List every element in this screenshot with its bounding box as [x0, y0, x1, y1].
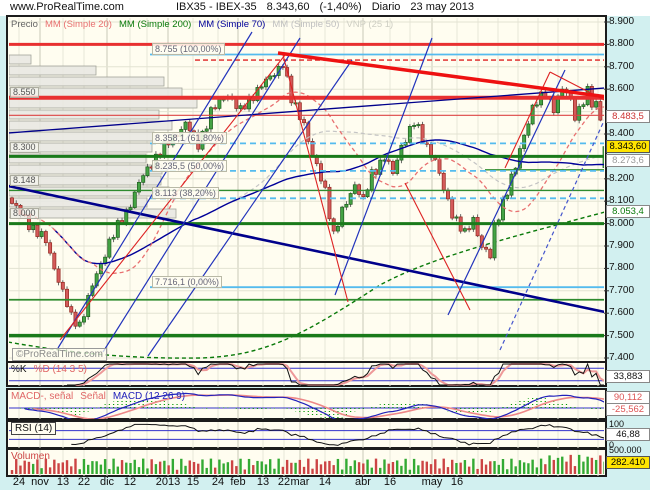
site-url: www.ProRealTime.com: [10, 1, 124, 13]
last-price-box: 8.343,60: [606, 140, 650, 153]
ma200-value-box: 8.053,4: [606, 205, 650, 218]
time-tick-label: 22: [277, 476, 291, 488]
price-tick-label: 8.700: [609, 60, 635, 72]
time-tick-label: may: [421, 476, 443, 488]
price-tick-label: 8.400: [609, 128, 635, 139]
chart-title: IBX35 - IBEX-35 8.343,60 (-1,40%) Diario 23 …: [0, 1, 650, 13]
timeframe: Diario: [371, 1, 401, 13]
title-bar: www.ProRealTime.com IBX35 - IBEX-35 8.343…: [0, 0, 650, 16]
time-tick-label: nov: [31, 476, 49, 488]
ma20-value-box: 8.483,5: [606, 110, 650, 123]
time-tick-label: 16: [383, 476, 397, 488]
macd-panel[interactable]: [6, 388, 607, 420]
rsi-panel[interactable]: [6, 420, 607, 449]
stochastic-panel[interactable]: [6, 361, 607, 387]
rsi-value-box: 46,88: [606, 428, 650, 441]
price-tick-label: 7.700: [609, 284, 635, 296]
stochastic-value-box: 33,883: [606, 370, 650, 383]
time-tick-label: mar: [290, 476, 310, 488]
price-change: (-1,40%): [319, 1, 362, 13]
last-price: 8.343,60: [266, 1, 310, 13]
scale-label: 0: [609, 440, 615, 450]
price-tick-label: 8.100: [609, 195, 635, 207]
volume-value-box: 282.410: [606, 456, 650, 469]
price-tick-label: 7.400: [609, 352, 635, 363]
price-tick-label: 7.800: [609, 262, 635, 274]
time-tick-label: feb: [230, 476, 246, 488]
time-tick-label: dic: [99, 476, 115, 488]
time-tick-label: 24: [211, 476, 225, 488]
time-tick-label: abr: [355, 476, 371, 488]
price-tick-label: 8.200: [609, 172, 635, 184]
price-panel[interactable]: [6, 15, 607, 363]
scale-label: 100: [609, 419, 625, 429]
time-tick-label: 13: [256, 476, 270, 488]
time-tick-label: 13: [56, 476, 70, 488]
time-tick-label: 12: [123, 476, 137, 488]
time-tick-label: 15: [186, 476, 200, 488]
scale-label: 500.000: [609, 445, 642, 455]
ma50-value-box: 8.273,6: [606, 154, 650, 167]
symbol-name: IBX35 - IBEX-35: [175, 1, 257, 13]
time-tick-label: 16: [450, 476, 464, 488]
chart-date: 23 may 2013: [410, 1, 475, 13]
macd-value-box: 90,112: [606, 391, 650, 404]
time-tick-label: 14: [318, 476, 332, 488]
time-tick-label: 22: [77, 476, 91, 488]
price-tick-label: 8.800: [609, 38, 635, 50]
volume-panel[interactable]: [6, 448, 607, 477]
price-tick-label: 8.600: [609, 83, 635, 95]
macd-signal-value-box: -25,562: [606, 403, 650, 416]
time-tick-label: 2013: [155, 476, 181, 488]
price-tick-label: 8.900: [609, 16, 635, 27]
time-tick-label: 24: [12, 476, 26, 488]
price-tick-label: 7.900: [609, 240, 635, 251]
price-tick-label: 7.600: [609, 307, 635, 319]
price-tick-label: 8.000: [609, 217, 635, 229]
price-tick-label: 7.500: [609, 329, 635, 341]
